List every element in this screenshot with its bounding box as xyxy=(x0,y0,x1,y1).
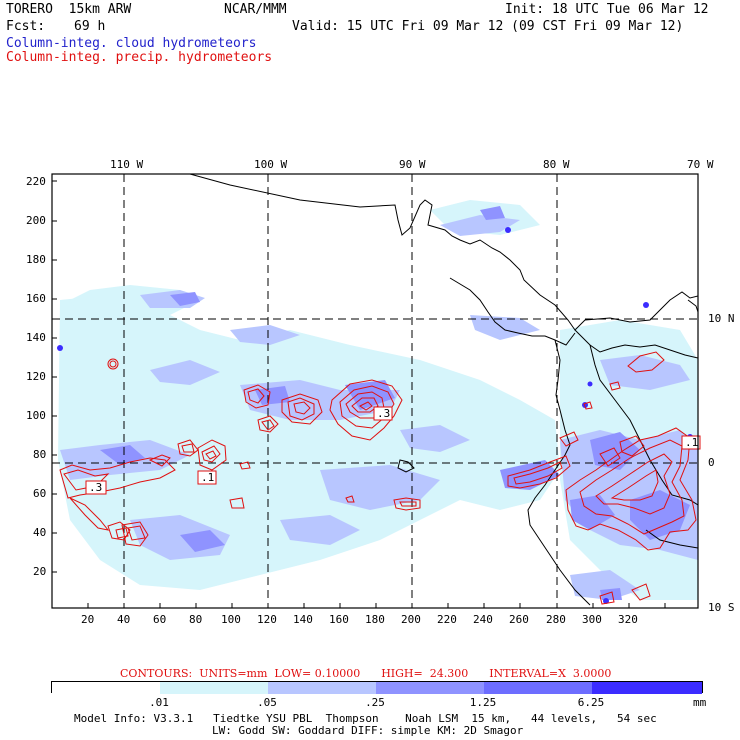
colorbar-segment xyxy=(592,682,702,694)
x-tick-label: 300 xyxy=(582,613,602,626)
y-tick-label: 80 xyxy=(33,448,47,461)
forecast-hour: 69 h xyxy=(74,19,106,34)
x-tick-label: 200 xyxy=(401,613,421,626)
x-tick-label: 320 xyxy=(618,613,638,626)
colorbar xyxy=(51,681,703,694)
colorbar-label: .05 xyxy=(257,696,277,709)
lon-label-70w: 70 W xyxy=(687,158,714,171)
contour-label: .1 xyxy=(201,471,214,484)
x-tick-label: 220 xyxy=(437,613,457,626)
x-tick-label: 120 xyxy=(257,613,277,626)
axis-ticks xyxy=(52,180,666,608)
x-tick-label: 40 xyxy=(117,613,131,626)
cloud-field-label: Column-integ. cloud hydrometeors xyxy=(6,36,257,51)
y-tick-label: 100 xyxy=(26,409,46,422)
lat-label-10s: 10 S xyxy=(708,601,735,614)
colorbar-segment xyxy=(268,682,377,694)
valid-time: Valid: 15 UTC Fri 09 Mar 12 (09 CST Fri … xyxy=(292,19,684,34)
y-tick-label: 60 xyxy=(33,487,47,500)
lat-label-10n: 10 N xyxy=(708,312,735,325)
cloud-shading xyxy=(57,200,698,604)
y-tick-label: 160 xyxy=(26,292,46,305)
x-tick-label: 140 xyxy=(293,613,313,626)
y-tick-label: 40 xyxy=(33,526,47,539)
contours-info: CONTOURS: UNITS=mm LOW= 0.10000 HIGH= 24… xyxy=(120,667,612,680)
model-title: TORERO 15km ARW xyxy=(6,2,132,17)
colorbar-segment xyxy=(484,682,593,694)
y-tick-label: 220 xyxy=(26,175,46,188)
contour-label: .1 xyxy=(685,436,698,449)
x-tick-label: 280 xyxy=(546,613,566,626)
lon-label-80w: 80 W xyxy=(543,158,570,171)
x-tick-label: 160 xyxy=(329,613,349,626)
lat-lon-grid xyxy=(52,174,698,608)
colorbar-segment xyxy=(52,682,161,694)
y-tick-label: 180 xyxy=(26,253,46,266)
x-tick-label: 180 xyxy=(365,613,385,626)
precip-contours xyxy=(59,351,697,605)
organization-label: NCAR/MMM xyxy=(224,2,287,17)
init-time: Init: 18 UTC Tue 06 Mar 12 xyxy=(505,2,709,17)
model-info-line1: Model Info: V3.3.1 Tiedtke YSU PBL Thomp… xyxy=(74,712,657,725)
y-tick-label: 20 xyxy=(33,565,47,578)
y-tick-label: 200 xyxy=(26,214,46,227)
colorbar-label: 1.25 xyxy=(469,696,497,709)
colorbar-segment xyxy=(376,682,485,694)
colorbar-label: .01 xyxy=(149,696,169,709)
precip-field-label: Column-integ. precip. hydrometeors xyxy=(6,50,273,65)
x-tick-label: 240 xyxy=(473,613,493,626)
x-tick-label: 20 xyxy=(81,613,95,626)
forecast-label: Fcst: xyxy=(6,19,46,34)
x-tick-label: 60 xyxy=(153,613,167,626)
coastlines xyxy=(189,174,698,606)
lon-label-110w: 110 W xyxy=(110,158,144,171)
model-info-line2: LW: Godd SW: Goddard DIFF: simple KM: 2D… xyxy=(212,724,524,737)
colorbar-unit: mm xyxy=(693,696,707,709)
lat-label-0: 0 xyxy=(708,456,715,469)
y-tick-label: 120 xyxy=(26,370,46,383)
colorbar-label: 6.25 xyxy=(577,696,605,709)
map-frame xyxy=(51,173,699,609)
x-tick-label: 260 xyxy=(509,613,529,626)
colorbar-segment xyxy=(160,682,269,694)
x-tick-label: 100 xyxy=(221,613,241,626)
contour-label: .3 xyxy=(89,481,102,494)
lon-label-100w: 100 W xyxy=(254,158,288,171)
x-tick-label: 80 xyxy=(189,613,203,626)
y-tick-label: 140 xyxy=(26,331,46,344)
colorbar-label: .25 xyxy=(365,696,385,709)
contour-label: .3 xyxy=(377,407,390,420)
contour-label-group: .3 .1 .3 .1 xyxy=(85,406,701,495)
lon-label-90w: 90 W xyxy=(399,158,426,171)
